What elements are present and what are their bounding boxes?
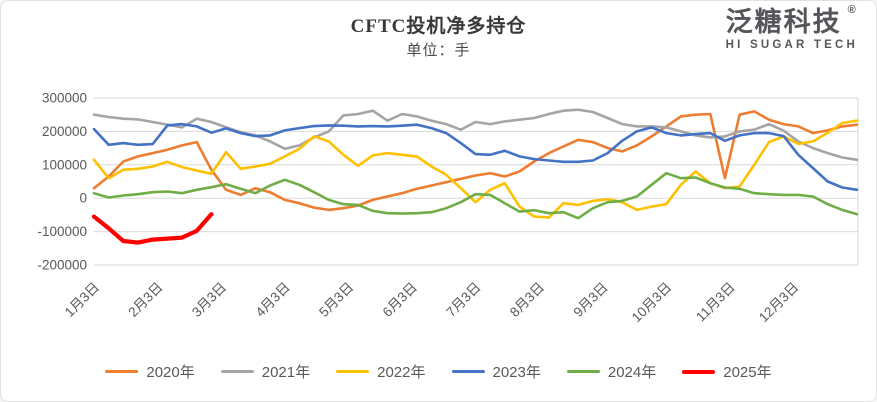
logo-brand-text: 泛糖科技 [725, 7, 842, 37]
legend-label: 2025年 [723, 364, 772, 381]
legend-swatch [220, 370, 254, 373]
legend: 2020年 2021年 2022年 2023年 2024年 2025年 [1, 361, 876, 382]
logo-tagline: HI SUGAR TECH [725, 39, 858, 51]
x-axis-tick-label: 2月3日 [125, 280, 165, 320]
legend-item-2022年: 2022年 [336, 361, 426, 382]
hi-sugar-tech-logo: 泛糖科技 ® HI SUGAR TECH [725, 5, 858, 52]
legend-swatch [682, 369, 716, 374]
y-axis-tick-label: 200000 [42, 124, 87, 139]
x-axis-tick-label: 1月3日 [62, 280, 102, 320]
legend-label: 2024年 [607, 364, 657, 381]
x-axis-tick-label: 12月3日 [756, 280, 802, 326]
series-line-2021年 [92, 108, 859, 162]
legend-swatch [105, 370, 139, 373]
legend-swatch [451, 370, 485, 373]
y-axis-tick-label: 300000 [42, 91, 87, 106]
y-axis-tick-label: 100000 [42, 157, 87, 172]
legend-item-2021年: 2021年 [220, 361, 311, 382]
legend-item-2025年: 2025年 [682, 361, 772, 382]
series-line-2023年 [92, 122, 859, 192]
x-axis-tick-label: 6月3日 [380, 280, 420, 320]
legend-item-2020年: 2020年 [105, 361, 195, 382]
x-axis-tick-label: 7月3日 [443, 280, 483, 320]
y-axis-tick-label: 0 [79, 191, 87, 206]
legend-swatch [566, 370, 600, 373]
x-axis-tick-label: 3月3日 [189, 280, 229, 320]
x-axis-tick-label: 10月3日 [629, 280, 675, 326]
series-line-2020年 [92, 110, 859, 212]
chart-title: CFTC投机净多持仓 [350, 16, 527, 37]
legend-label: 2021年 [261, 364, 311, 381]
x-axis-tick-label: 9月3日 [570, 280, 610, 320]
x-axis-tick-label: 8月3日 [507, 280, 547, 320]
legend-item-2024年: 2024年 [566, 361, 657, 382]
chart-unit-subtitle: 单位：手 [406, 43, 471, 59]
x-axis-tick-label: 11月3日 [693, 280, 738, 325]
x-axis-tick-label: 5月3日 [316, 280, 356, 320]
legend-swatch [336, 370, 370, 373]
legend-item-2023年: 2023年 [451, 361, 541, 382]
legend-label: 2020年 [146, 364, 195, 381]
series-line-2025年 [91, 212, 214, 245]
legend-label: 2023年 [492, 364, 541, 381]
series-line-2024年 [92, 171, 859, 220]
y-axis-tick-label: -200000 [37, 258, 87, 273]
y-axis-tick-label: -100000 [37, 224, 87, 239]
legend-label: 2022年 [377, 364, 426, 381]
x-axis-tick-label: 4月3日 [253, 280, 293, 320]
registered-trademark-icon: ® [847, 4, 856, 16]
